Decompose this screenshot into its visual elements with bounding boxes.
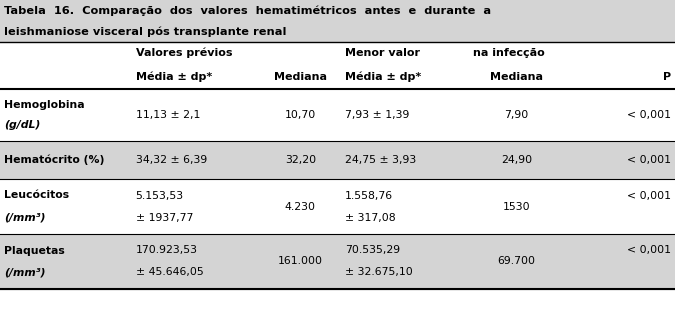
Text: Hematócrito (%): Hematócrito (%): [4, 155, 105, 165]
Text: 32,20: 32,20: [285, 155, 316, 165]
Text: 7,90: 7,90: [504, 110, 529, 120]
Text: (/mm³): (/mm³): [4, 213, 45, 223]
Text: 161.000: 161.000: [278, 257, 323, 266]
Bar: [0, 0, 675, 42]
Text: (/mm³): (/mm³): [4, 268, 45, 277]
Text: Média ± dp*: Média ± dp*: [345, 71, 421, 82]
Text: Hemoglobina: Hemoglobina: [4, 100, 84, 110]
Text: ± 1937,77: ± 1937,77: [136, 213, 193, 223]
Text: 1530: 1530: [503, 201, 530, 212]
Text: 24,90: 24,90: [501, 155, 532, 165]
Text: Leucócitos: Leucócitos: [4, 190, 69, 200]
Text: ± 317,08: ± 317,08: [345, 213, 396, 223]
Text: Menor valor: Menor valor: [345, 48, 420, 58]
Text: Tabela  16.  Comparação  dos  valores  hematimétricos  antes  e  durante  a: Tabela 16. Comparação dos valores hemati…: [4, 5, 491, 16]
Bar: [0, 234, 675, 289]
Text: Média ± dp*: Média ± dp*: [136, 71, 212, 82]
Text: Mediana: Mediana: [490, 71, 543, 82]
Text: 10,70: 10,70: [285, 110, 316, 120]
Text: 5.153,53: 5.153,53: [136, 190, 184, 200]
Text: ± 32.675,10: ± 32.675,10: [345, 268, 412, 277]
Bar: [0, 141, 675, 179]
Text: (g/dL): (g/dL): [4, 120, 40, 130]
Text: P: P: [663, 71, 671, 82]
Text: 1.558,76: 1.558,76: [345, 190, 393, 200]
Text: Plaquetas: Plaquetas: [4, 245, 65, 256]
Text: 70.535,29: 70.535,29: [345, 245, 400, 256]
Text: < 0,001: < 0,001: [627, 155, 671, 165]
Text: na infecção: na infecção: [473, 48, 545, 58]
Text: leishmaniose visceral pós transplante renal: leishmaniose visceral pós transplante re…: [4, 26, 286, 37]
Text: 34,32 ± 6,39: 34,32 ± 6,39: [136, 155, 207, 165]
Text: 170.923,53: 170.923,53: [136, 245, 198, 256]
Text: 11,13 ± 2,1: 11,13 ± 2,1: [136, 110, 200, 120]
Bar: [0, 179, 675, 234]
Bar: [0, 89, 675, 141]
Text: < 0,001: < 0,001: [627, 190, 671, 200]
Text: Mediana: Mediana: [274, 71, 327, 82]
Text: < 0,001: < 0,001: [627, 245, 671, 256]
Text: 69.700: 69.700: [497, 257, 535, 266]
Bar: [0, 42, 675, 64]
Bar: [0, 64, 675, 89]
Text: 4.230: 4.230: [285, 201, 316, 212]
Text: 7,93 ± 1,39: 7,93 ± 1,39: [345, 110, 409, 120]
Text: Valores prévios: Valores prévios: [136, 48, 232, 58]
Text: 24,75 ± 3,93: 24,75 ± 3,93: [345, 155, 416, 165]
Text: ± 45.646,05: ± 45.646,05: [136, 268, 203, 277]
Text: < 0,001: < 0,001: [627, 110, 671, 120]
